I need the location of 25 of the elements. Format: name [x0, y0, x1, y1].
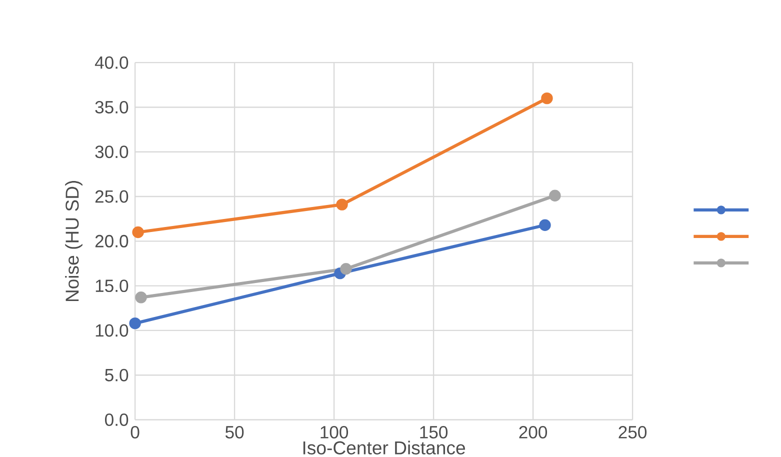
x-tick-label: 150	[420, 426, 448, 438]
point	[549, 190, 561, 202]
x-tick-label: 200	[519, 426, 548, 438]
y-tick-label: 30.0	[95, 146, 128, 158]
y-tick-label: 20.0	[95, 234, 128, 248]
point	[541, 92, 553, 104]
x-tick-label: 100	[320, 426, 348, 438]
point	[336, 198, 348, 210]
point	[132, 226, 144, 238]
x-axis-title: Iso-Center Distance	[303, 440, 466, 454]
y-tick-label: 5.0	[105, 368, 128, 382]
y-tick-label: 35.0	[95, 100, 128, 114]
point	[129, 317, 141, 330]
y-tick-label: 15.0	[96, 279, 128, 292]
y-axis-title: Noise (HU SD)	[65, 180, 82, 301]
y-tick-label: 10.0	[96, 324, 128, 337]
point	[340, 262, 352, 275]
point	[539, 219, 551, 231]
point	[135, 291, 147, 304]
x-tick-label: 250	[618, 426, 647, 438]
y-tick-label: 40.0	[94, 56, 128, 69]
x-tick-label: 0	[130, 426, 140, 438]
y-tick-label: 0.0	[105, 413, 128, 426]
y-tick-label: 25.0	[95, 190, 128, 203]
x-tick-label: 50	[225, 426, 244, 438]
